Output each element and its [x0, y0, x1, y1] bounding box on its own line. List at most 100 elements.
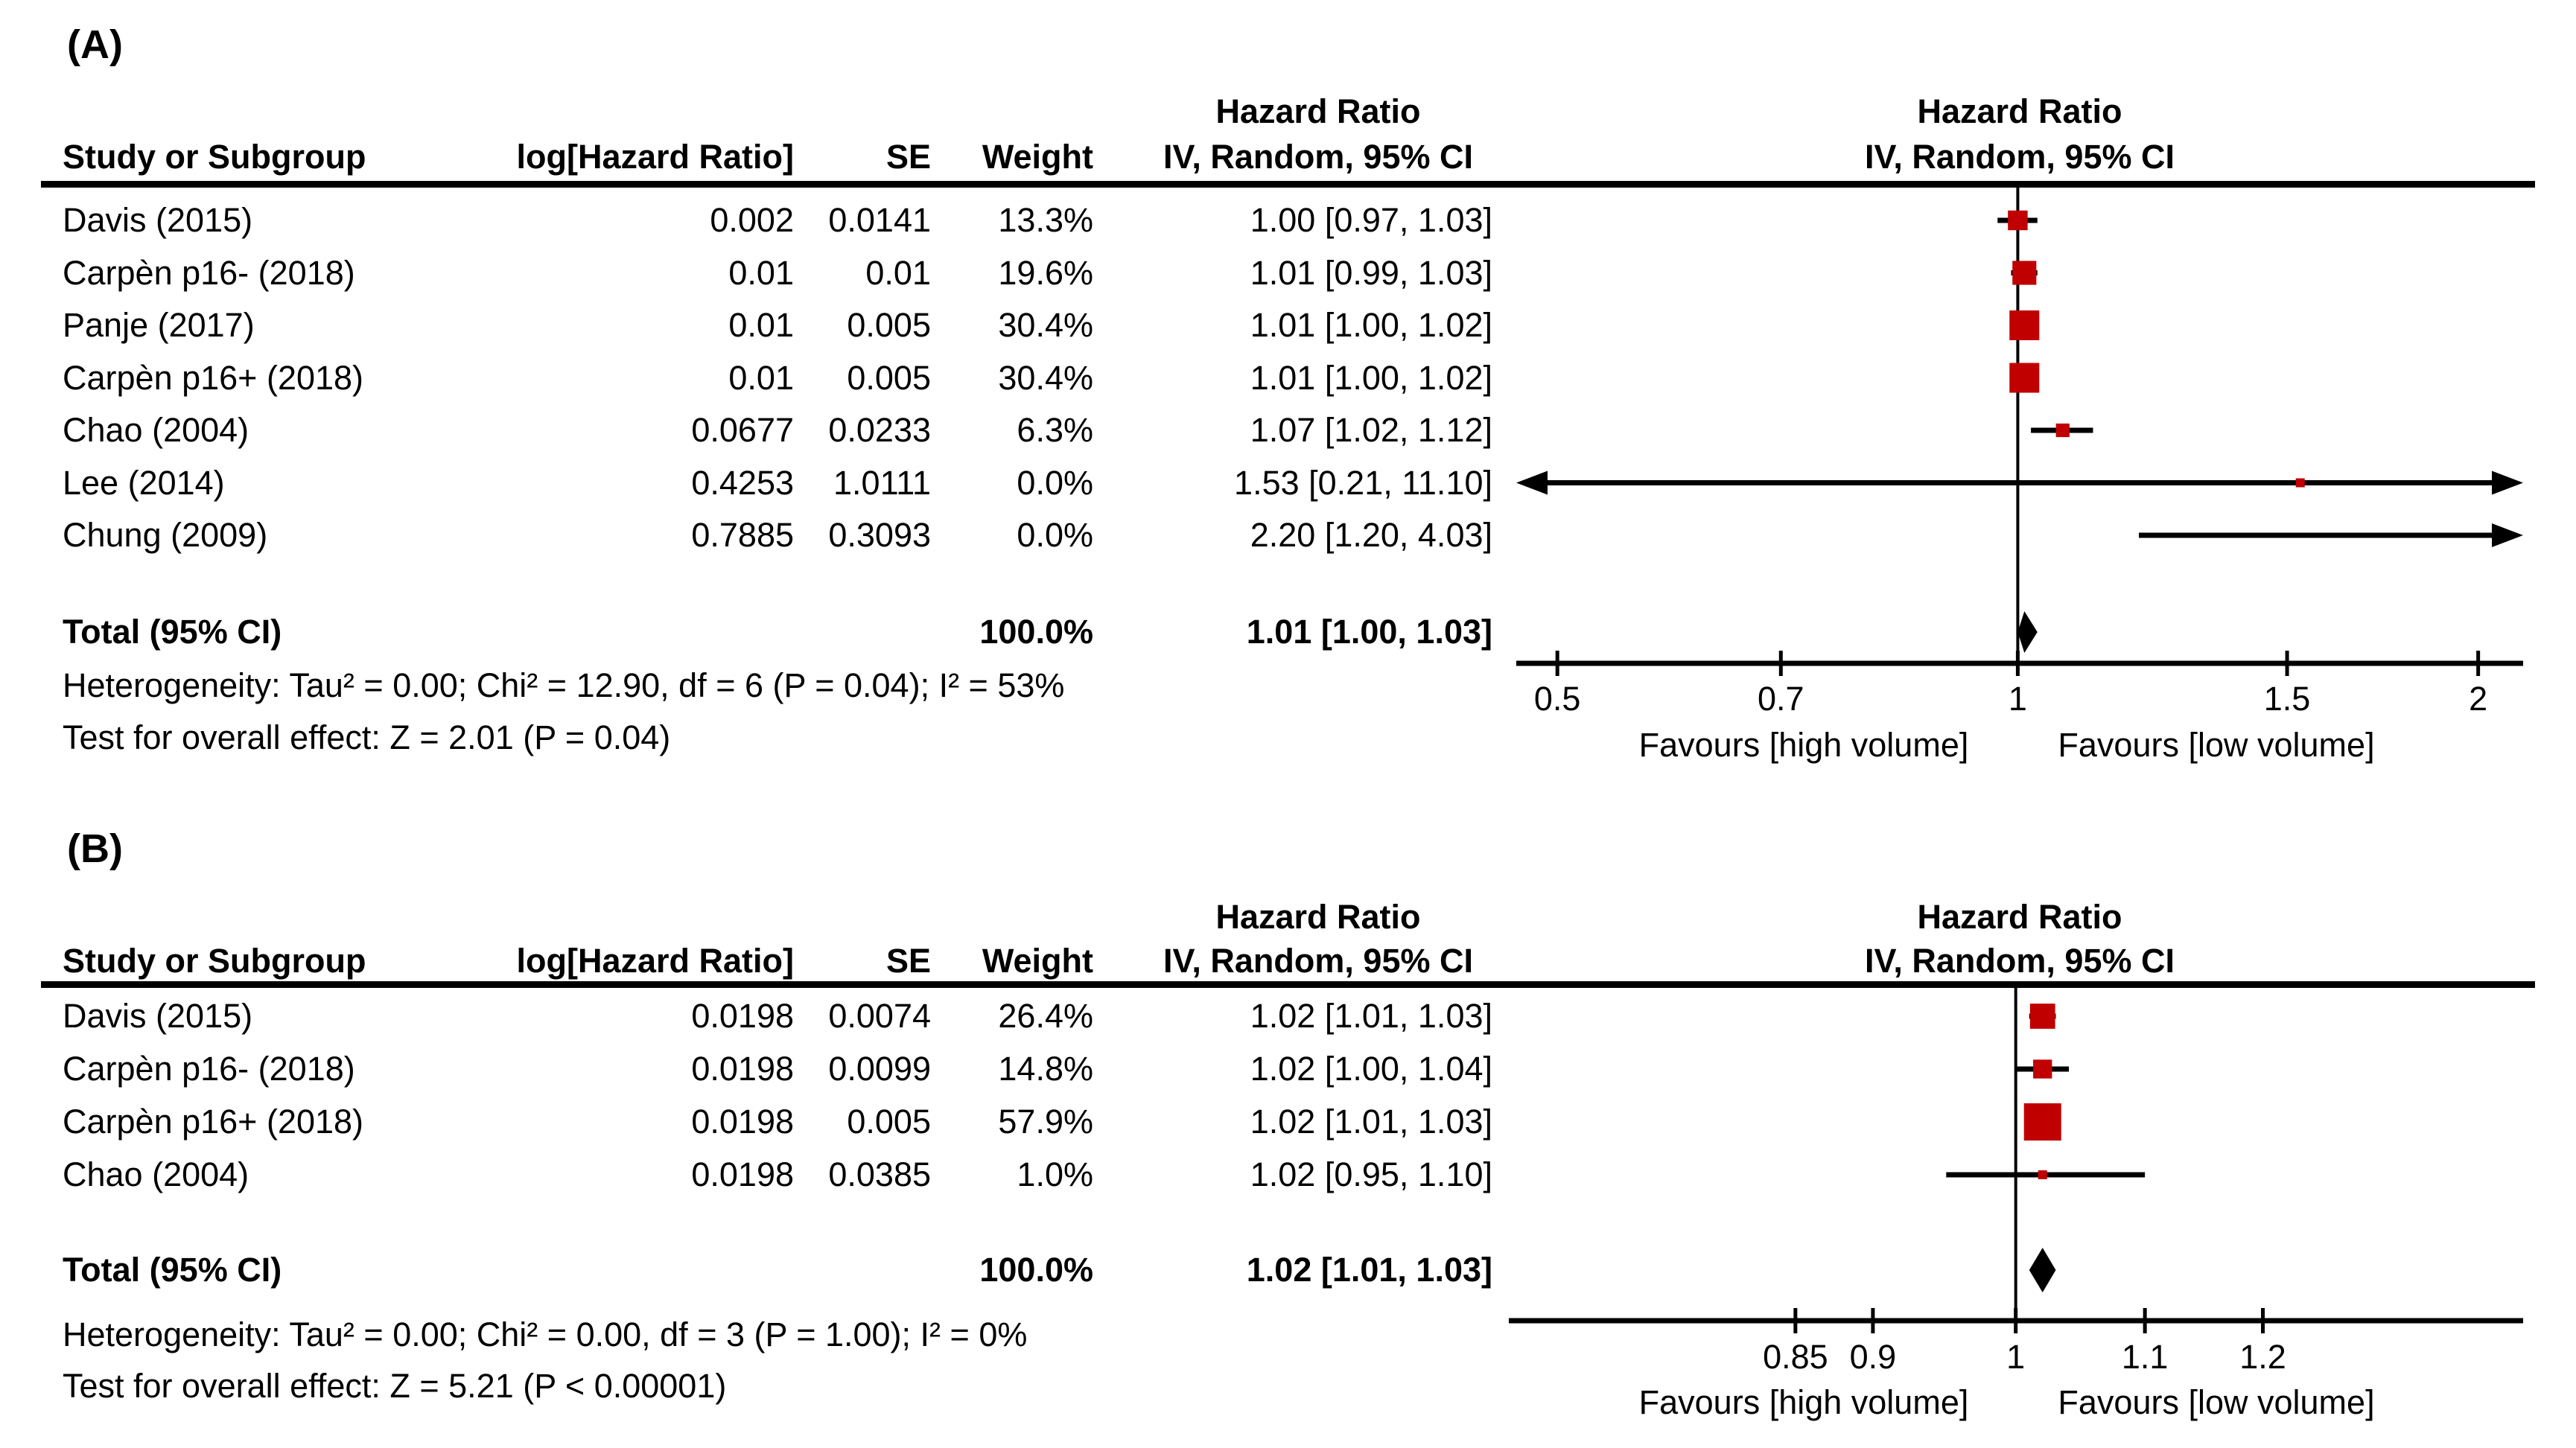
- study-log-hr: 0.0198: [691, 1050, 794, 1088]
- study-log-hr: 0.4253: [691, 463, 794, 502]
- panel-b-label: (B): [67, 826, 123, 871]
- column-header-loghr-a: log[Hazard Ratio]: [516, 138, 794, 176]
- effect-square: [2295, 478, 2305, 488]
- study-weight: 30.4%: [998, 358, 1093, 397]
- heterogeneity-text-a: Heterogeneity: Tau² = 0.00; Chi² = 12.90…: [63, 666, 1065, 704]
- total-weight-b: 100.0%: [979, 1251, 1093, 1289]
- header-rule-b: [41, 981, 2535, 988]
- total-label-b: Total (95% CI): [63, 1251, 282, 1289]
- effect-square: [2023, 1103, 2061, 1141]
- total-ci-b: 1.02 [1.01, 1.03]: [1246, 1251, 1492, 1289]
- effect-header-left-line2-b: IV, Random, 95% CI: [1163, 942, 1473, 980]
- column-header-study-a: Study or Subgroup: [63, 138, 366, 176]
- study-name: Carpèn p16- (2018): [63, 253, 355, 292]
- study-row: Chao (2004) 0.0677 0.0233 6.3% 1.07 [1.02, 1…: [0, 404, 2576, 456]
- axis-tick-label: 0.5: [1534, 680, 1581, 718]
- column-header-row-a: Study or Subgroup log[Hazard Ratio] SE W…: [0, 131, 2576, 183]
- study-ci: 2.20 [1.20, 4.03]: [1250, 516, 1492, 554]
- effect-square: [2029, 1004, 2055, 1029]
- study-ci: 1.01 [1.00, 1.02]: [1250, 358, 1492, 397]
- study-weight: 1.0%: [1017, 1155, 1093, 1193]
- overall-effect-text-b: Test for overall effect: Z = 5.21 (P < 0…: [63, 1367, 727, 1405]
- study-ci: 1.01 [0.99, 1.03]: [1250, 253, 1492, 292]
- panel-a-label: (A): [67, 22, 123, 67]
- effect-header-left-line1-b: Hazard Ratio: [1215, 898, 1421, 936]
- column-header-row-b: Study or Subgroup log[Hazard Ratio] SE W…: [0, 935, 2576, 987]
- study-ci: 1.02 [1.01, 1.03]: [1250, 997, 1492, 1035]
- study-ci: 1.02 [0.95, 1.10]: [1250, 1155, 1492, 1193]
- total-diamond: [2029, 1248, 2056, 1292]
- study-weight: 0.0%: [1017, 516, 1093, 554]
- study-se: 0.0233: [828, 411, 931, 449]
- study-name: Chao (2004): [63, 411, 249, 449]
- study-weight: 30.4%: [998, 306, 1093, 344]
- column-header-weight-a: Weight: [982, 138, 1093, 176]
- study-se: 0.3093: [828, 516, 931, 554]
- header-rule-a: [41, 181, 2535, 188]
- study-log-hr: 0.01: [728, 253, 794, 292]
- study-log-hr: 0.0198: [691, 1155, 794, 1193]
- study-row: Carpèn p16- (2018) 0.0198 0.0099 14.8% 1.02 …: [0, 1043, 2576, 1095]
- study-row: Panje (2017) 0.01 0.005 30.4% 1.01 [1.00, 1.…: [0, 299, 2576, 351]
- axis-tick-label: 1.1: [2122, 1338, 2169, 1376]
- effect-header-right-line1-b: Hazard Ratio: [1917, 898, 2122, 936]
- column-header-study-b: Study or Subgroup: [63, 942, 366, 980]
- effect-header-left-line1-a: Hazard Ratio: [1215, 92, 1421, 130]
- effect-square: [2012, 261, 2037, 285]
- study-log-hr: 0.0198: [691, 997, 794, 1035]
- study-name: Lee (2014): [63, 463, 225, 502]
- ci-arrow-right: [2492, 471, 2523, 495]
- total-label-a: Total (95% CI): [63, 613, 282, 651]
- study-name: Chao (2004): [63, 1155, 249, 1193]
- study-row: Chung (2009) 0.7885 0.3093 0.0% 2.20 [1.20, …: [0, 509, 2576, 561]
- study-log-hr: 0.01: [728, 358, 794, 397]
- axis-tick-label: 0.9: [1850, 1338, 1897, 1376]
- study-weight: 57.9%: [998, 1103, 1093, 1141]
- ci-arrow-left: [1516, 471, 1548, 495]
- effect-header-right-line2-a: IV, Random, 95% CI: [1865, 138, 2175, 176]
- study-weight: 14.8%: [998, 1050, 1093, 1088]
- study-se: 0.005: [847, 1103, 931, 1141]
- axis-tick-label: 1.2: [2239, 1338, 2286, 1376]
- total-diamond: [2017, 611, 2038, 653]
- study-name: Carpèn p16+ (2018): [63, 358, 364, 397]
- axis-tick-label: 0.7: [1758, 680, 1804, 718]
- axis-tick-label: 1: [2009, 680, 2027, 718]
- study-ci: 1.07 [1.02, 1.12]: [1250, 411, 1492, 449]
- total-row-a: Total (95% CI) 100.0% 1.01 [1.00, 1.03]: [0, 606, 2576, 658]
- favours-left-label-b: Favours [high volume]: [1638, 1383, 1969, 1421]
- study-row: Carpèn p16- (2018) 0.01 0.01 19.6% 1.01 [0.9…: [0, 247, 2576, 299]
- study-name: Carpèn p16- (2018): [63, 1050, 355, 1088]
- study-row: Chao (2004) 0.0198 0.0385 1.0% 1.02 [0.95, 1…: [0, 1149, 2576, 1201]
- effect-square: [2009, 310, 2040, 340]
- study-ci: 1.02 [1.01, 1.03]: [1250, 1103, 1492, 1141]
- column-header-loghr-b: log[Hazard Ratio]: [516, 942, 794, 980]
- study-log-hr: 0.0198: [691, 1103, 794, 1141]
- study-row: Carpèn p16+ (2018) 0.01 0.005 30.4% 1.01 [1.…: [0, 352, 2576, 404]
- effect-square: [2055, 423, 2070, 438]
- axis-tick-label: 2: [2469, 680, 2487, 718]
- study-ci: 1.00 [0.97, 1.03]: [1250, 201, 1492, 239]
- study-weight: 13.3%: [998, 201, 1093, 239]
- study-weight: 19.6%: [998, 253, 1093, 292]
- column-header-se-a: SE: [885, 138, 931, 176]
- column-header-se-b: SE: [885, 942, 931, 980]
- study-se: 0.0385: [828, 1155, 931, 1193]
- study-se: 0.005: [847, 358, 931, 397]
- effect-header-left-line2-a: IV, Random, 95% CI: [1163, 138, 1473, 176]
- effect-square: [2033, 1059, 2052, 1079]
- effect-square: [2038, 1170, 2047, 1179]
- study-name: Carpèn p16+ (2018): [63, 1103, 364, 1141]
- axis-tick-label: 1.5: [2264, 680, 2311, 718]
- axis-tick-label: 1: [2006, 1338, 2025, 1376]
- study-row: Lee (2014) 0.4253 1.0111 0.0% 1.53 [0.21, 11…: [0, 457, 2576, 509]
- study-ci: 1.53 [0.21, 11.10]: [1234, 463, 1492, 502]
- axis-tick-label: 0.85: [1763, 1338, 1828, 1376]
- total-weight-a: 100.0%: [979, 613, 1093, 651]
- study-se: 0.0099: [828, 1050, 931, 1088]
- study-se: 0.0074: [828, 997, 931, 1035]
- total-row-b: Total (95% CI) 100.0% 1.02 [1.01, 1.03]: [0, 1244, 2576, 1296]
- study-name: Panje (2017): [63, 306, 255, 344]
